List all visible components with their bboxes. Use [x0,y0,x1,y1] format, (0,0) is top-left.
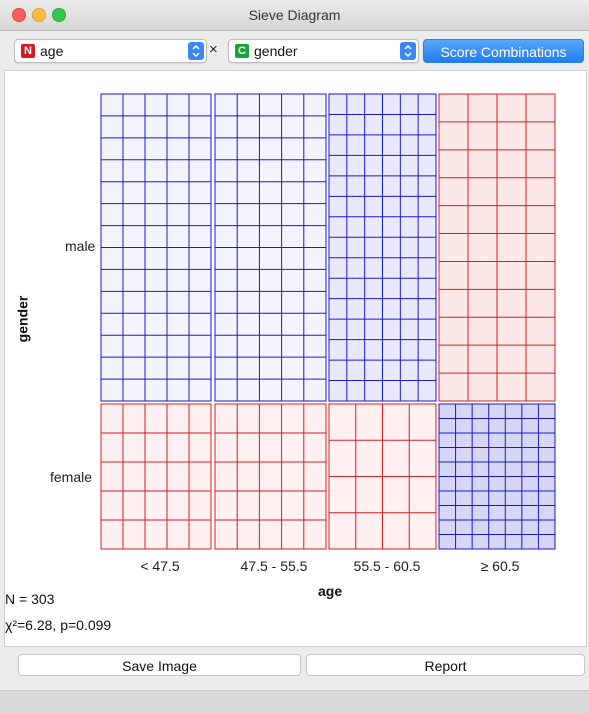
numeric-variable-icon: N [21,44,35,58]
attribute-y-combo[interactable]: C gender [228,39,419,63]
sieve-cell-female-3 [328,403,437,550]
sieve-cell-female-2 [214,403,327,550]
sieve-cell-male-3 [328,93,437,402]
minimize-window-button[interactable] [32,8,46,22]
dropdown-arrows-icon[interactable] [188,42,204,60]
attribute-y-value: gender [254,43,298,59]
bottom-button-bar: Save Image Report [0,646,589,686]
column-label-3: 55.5 - 60.5 [353,558,421,574]
window-title: Sieve Diagram [248,7,341,23]
column-label-1: < 47.5 [140,558,180,574]
row-label-male: male [65,238,96,254]
sieve-cell-male-4 [438,93,556,402]
x-axis-title: age [318,583,343,599]
close-window-button[interactable] [12,8,26,22]
score-combinations-button[interactable]: Score Combinations [423,39,584,63]
column-label-2: 47.5 - 55.5 [240,558,308,574]
zoom-window-button[interactable] [52,8,66,22]
diagram-panel: male female < 47.5 47.5 - 55.5 55.5 - 60… [4,70,587,647]
sieve-cell-female-4 [438,403,556,550]
sieve-cell-female-1 [100,403,212,550]
times-symbol: × [209,41,218,58]
row-label-female: female [50,469,93,485]
chi-square-text: χ²=6.28, p=0.099 [5,617,112,633]
attribute-x-combo[interactable]: N age [14,39,207,63]
dropdown-arrows-icon[interactable] [400,42,416,60]
sieve-plot [100,93,556,550]
attribute-x-value: age [40,43,64,59]
sieve-cell-male-1 [100,93,212,402]
title-bar: Sieve Diagram [0,0,589,31]
y-axis-title: gender [14,295,31,343]
categorical-variable-icon: C [235,44,249,58]
report-button[interactable]: Report [306,654,585,676]
attribute-toolbar: N age × C gender Score Combinations [0,31,589,71]
sieve-cell-male-2 [214,93,327,402]
column-label-4: ≥ 60.5 [480,558,520,574]
status-bar [0,690,589,713]
save-image-button[interactable]: Save Image [18,654,301,676]
sample-size-text: N = 303 [5,591,55,607]
